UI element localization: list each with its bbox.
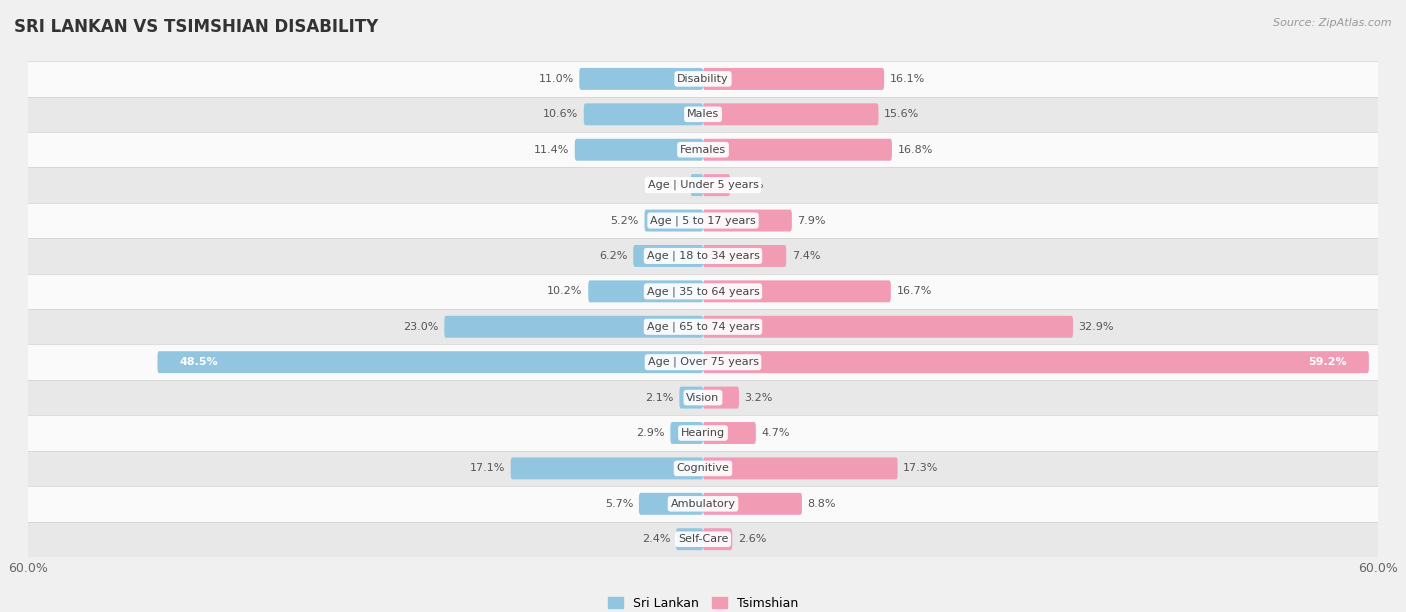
FancyBboxPatch shape: [583, 103, 703, 125]
Text: 5.2%: 5.2%: [610, 215, 638, 226]
FancyBboxPatch shape: [703, 422, 756, 444]
Text: 16.8%: 16.8%: [897, 144, 934, 155]
FancyBboxPatch shape: [679, 387, 703, 409]
Bar: [28, 486, 1378, 521]
Text: 2.4%: 2.4%: [735, 180, 763, 190]
FancyBboxPatch shape: [676, 528, 703, 550]
Text: 1.1%: 1.1%: [657, 180, 685, 190]
Text: 3.2%: 3.2%: [745, 392, 773, 403]
FancyBboxPatch shape: [703, 245, 786, 267]
Text: 32.9%: 32.9%: [1078, 322, 1114, 332]
FancyBboxPatch shape: [703, 174, 730, 196]
FancyBboxPatch shape: [703, 209, 792, 231]
Text: 59.2%: 59.2%: [1308, 357, 1347, 367]
Text: 5.7%: 5.7%: [605, 499, 633, 509]
Text: Disability: Disability: [678, 74, 728, 84]
Bar: [28, 345, 1378, 380]
Text: Age | Under 5 years: Age | Under 5 years: [648, 180, 758, 190]
Text: 16.7%: 16.7%: [897, 286, 932, 296]
Text: Ambulatory: Ambulatory: [671, 499, 735, 509]
FancyBboxPatch shape: [588, 280, 703, 302]
FancyBboxPatch shape: [703, 316, 1073, 338]
Text: Age | 18 to 34 years: Age | 18 to 34 years: [647, 251, 759, 261]
Legend: Sri Lankan, Tsimshian: Sri Lankan, Tsimshian: [603, 592, 803, 612]
Text: Females: Females: [681, 144, 725, 155]
Bar: [28, 132, 1378, 168]
FancyBboxPatch shape: [703, 139, 891, 161]
FancyBboxPatch shape: [703, 387, 740, 409]
Text: SRI LANKAN VS TSIMSHIAN DISABILITY: SRI LANKAN VS TSIMSHIAN DISABILITY: [14, 18, 378, 36]
Bar: [28, 168, 1378, 203]
Bar: [28, 97, 1378, 132]
Text: Age | 5 to 17 years: Age | 5 to 17 years: [650, 215, 756, 226]
Bar: [28, 238, 1378, 274]
Bar: [28, 380, 1378, 416]
Text: Vision: Vision: [686, 392, 720, 403]
FancyBboxPatch shape: [671, 422, 703, 444]
Text: Age | 35 to 64 years: Age | 35 to 64 years: [647, 286, 759, 297]
FancyBboxPatch shape: [703, 103, 879, 125]
Text: 10.2%: 10.2%: [547, 286, 582, 296]
FancyBboxPatch shape: [690, 174, 703, 196]
Text: 16.1%: 16.1%: [890, 74, 925, 84]
Text: 4.7%: 4.7%: [762, 428, 790, 438]
FancyBboxPatch shape: [703, 493, 801, 515]
FancyBboxPatch shape: [444, 316, 703, 338]
Text: 7.4%: 7.4%: [792, 251, 820, 261]
Text: 2.9%: 2.9%: [637, 428, 665, 438]
FancyBboxPatch shape: [703, 457, 897, 479]
Text: Cognitive: Cognitive: [676, 463, 730, 474]
Text: 6.2%: 6.2%: [599, 251, 627, 261]
Text: 7.9%: 7.9%: [797, 215, 825, 226]
Text: 23.0%: 23.0%: [404, 322, 439, 332]
FancyBboxPatch shape: [703, 68, 884, 90]
FancyBboxPatch shape: [510, 457, 703, 479]
Text: 17.1%: 17.1%: [470, 463, 505, 474]
Text: Age | 65 to 74 years: Age | 65 to 74 years: [647, 321, 759, 332]
Bar: [28, 274, 1378, 309]
Bar: [28, 203, 1378, 238]
FancyBboxPatch shape: [638, 493, 703, 515]
FancyBboxPatch shape: [644, 209, 703, 231]
Text: Hearing: Hearing: [681, 428, 725, 438]
Text: 11.0%: 11.0%: [538, 74, 574, 84]
Bar: [28, 309, 1378, 345]
Bar: [28, 416, 1378, 450]
Text: 8.8%: 8.8%: [807, 499, 837, 509]
FancyBboxPatch shape: [703, 280, 891, 302]
Text: 2.4%: 2.4%: [643, 534, 671, 544]
Bar: [28, 61, 1378, 97]
FancyBboxPatch shape: [579, 68, 703, 90]
FancyBboxPatch shape: [157, 351, 703, 373]
FancyBboxPatch shape: [703, 528, 733, 550]
FancyBboxPatch shape: [703, 351, 1369, 373]
FancyBboxPatch shape: [575, 139, 703, 161]
Text: 11.4%: 11.4%: [534, 144, 569, 155]
Text: 2.1%: 2.1%: [645, 392, 673, 403]
Text: 17.3%: 17.3%: [903, 463, 939, 474]
FancyBboxPatch shape: [633, 245, 703, 267]
Text: 15.6%: 15.6%: [884, 110, 920, 119]
Text: 48.5%: 48.5%: [180, 357, 218, 367]
Text: Age | Over 75 years: Age | Over 75 years: [648, 357, 758, 367]
Text: Source: ZipAtlas.com: Source: ZipAtlas.com: [1274, 18, 1392, 28]
Text: 2.6%: 2.6%: [738, 534, 766, 544]
Bar: [28, 450, 1378, 486]
Text: Males: Males: [688, 110, 718, 119]
Text: Self-Care: Self-Care: [678, 534, 728, 544]
Text: 10.6%: 10.6%: [543, 110, 578, 119]
Bar: [28, 521, 1378, 557]
